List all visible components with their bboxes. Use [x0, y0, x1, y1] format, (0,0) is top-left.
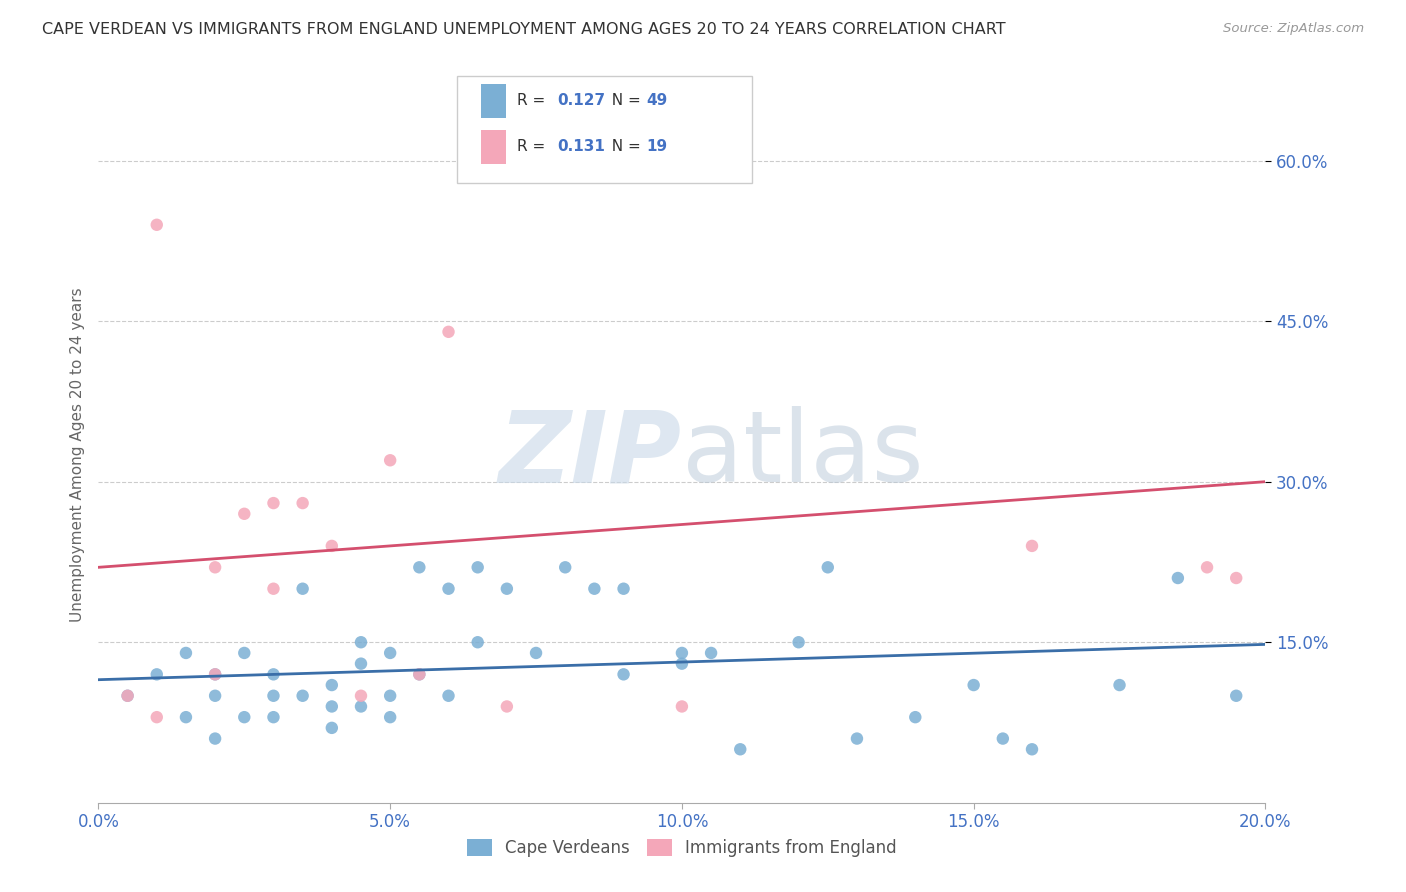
Text: 0.127: 0.127: [557, 93, 605, 108]
Text: Source: ZipAtlas.com: Source: ZipAtlas.com: [1223, 22, 1364, 36]
Point: [174, 646, 197, 660]
Point: [408, 667, 430, 681]
Point: [380, 710, 402, 724]
Point: [730, 742, 752, 756]
Point: [380, 689, 402, 703]
Text: CAPE VERDEAN VS IMMIGRANTS FROM ENGLAND UNEMPLOYMENT AMONG AGES 20 TO 24 YEARS C: CAPE VERDEAN VS IMMIGRANTS FROM ENGLAND …: [42, 22, 1005, 37]
Point: [1197, 560, 1219, 574]
Point: [146, 667, 169, 681]
Point: [117, 689, 139, 703]
Point: [613, 582, 636, 596]
Point: [817, 560, 839, 574]
Legend: Cape Verdeans, Immigrants from England: Cape Verdeans, Immigrants from England: [460, 832, 904, 864]
Point: [321, 539, 343, 553]
Point: [263, 582, 285, 596]
Text: N =: N =: [602, 93, 645, 108]
Text: R =: R =: [517, 93, 551, 108]
Text: R =: R =: [517, 139, 551, 154]
Point: [467, 635, 489, 649]
Point: [350, 657, 373, 671]
Point: [263, 710, 285, 724]
Text: 49: 49: [647, 93, 668, 108]
Point: [496, 699, 519, 714]
Point: [1225, 571, 1247, 585]
Y-axis label: Unemployment Among Ages 20 to 24 years: Unemployment Among Ages 20 to 24 years: [69, 287, 84, 623]
Point: [174, 710, 197, 724]
Point: [380, 453, 402, 467]
Point: [291, 582, 314, 596]
Point: [524, 646, 547, 660]
Point: [321, 678, 343, 692]
Point: [700, 646, 723, 660]
Point: [1021, 742, 1043, 756]
Point: [233, 646, 256, 660]
Point: [1167, 571, 1189, 585]
Point: [671, 646, 693, 660]
Point: [146, 710, 169, 724]
Point: [437, 582, 460, 596]
Point: [904, 710, 927, 724]
Point: [204, 667, 226, 681]
Point: [408, 667, 430, 681]
Point: [671, 699, 693, 714]
Point: [1021, 539, 1043, 553]
Point: [583, 582, 606, 596]
Point: [671, 657, 693, 671]
Point: [437, 325, 460, 339]
Point: [437, 689, 460, 703]
Point: [350, 689, 373, 703]
Point: [350, 699, 373, 714]
Point: [408, 560, 430, 574]
Point: [554, 560, 576, 574]
Point: [467, 560, 489, 574]
Point: [350, 635, 373, 649]
Point: [496, 582, 519, 596]
Point: [117, 689, 139, 703]
Point: [846, 731, 869, 746]
Point: [962, 678, 984, 692]
Point: [263, 496, 285, 510]
Point: [204, 689, 226, 703]
Point: [321, 699, 343, 714]
Point: [204, 560, 226, 574]
Point: [787, 635, 810, 649]
Point: [991, 731, 1014, 746]
Point: [1108, 678, 1130, 692]
Text: 0.131: 0.131: [557, 139, 605, 154]
Point: [204, 731, 226, 746]
Point: [1225, 689, 1247, 703]
Text: N =: N =: [602, 139, 645, 154]
Point: [146, 218, 169, 232]
Point: [233, 710, 256, 724]
Point: [613, 667, 636, 681]
Point: [233, 507, 256, 521]
Point: [263, 667, 285, 681]
Point: [380, 646, 402, 660]
Text: ZIP: ZIP: [499, 407, 682, 503]
Text: 19: 19: [647, 139, 668, 154]
Point: [263, 689, 285, 703]
Point: [204, 667, 226, 681]
Point: [321, 721, 343, 735]
Point: [291, 689, 314, 703]
Point: [291, 496, 314, 510]
Text: atlas: atlas: [682, 407, 924, 503]
